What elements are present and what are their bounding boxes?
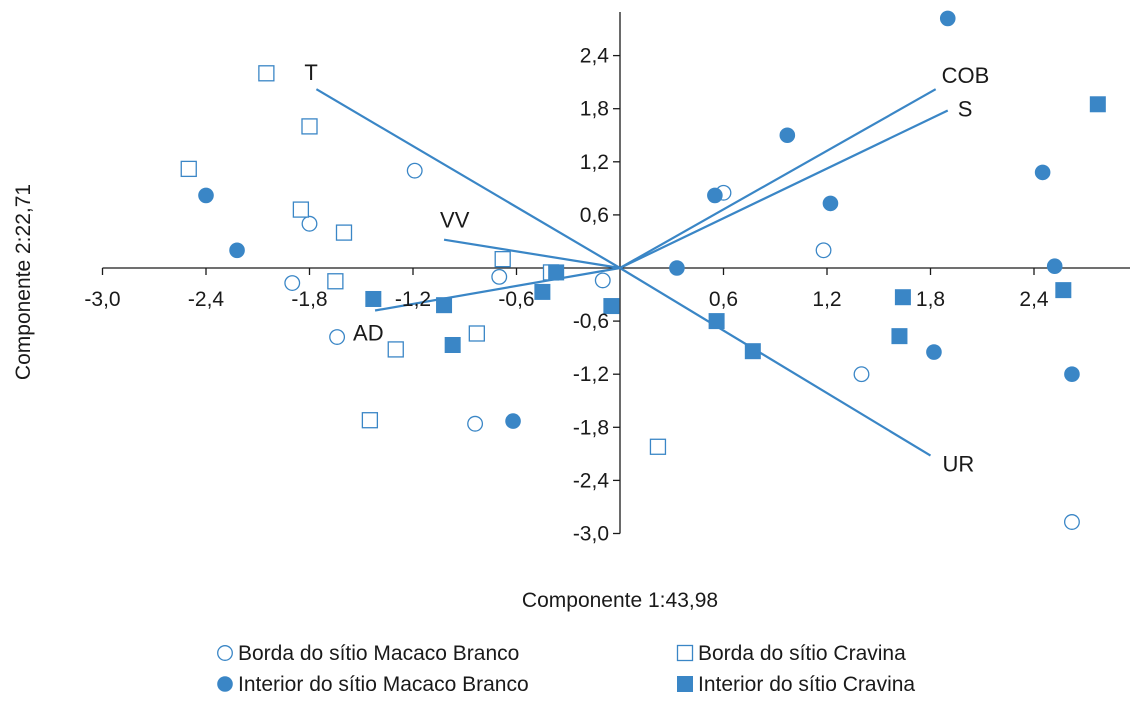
x-tick-label: 1,2 bbox=[812, 288, 841, 311]
data-point bbox=[365, 290, 382, 307]
data-point bbox=[926, 344, 942, 360]
x-tick-label: -1,8 bbox=[291, 288, 327, 311]
data-point bbox=[744, 343, 761, 360]
tick-labels: -3,0 -2,4 -1,8 -1,2 -0,6 0,6 1,2 1,8 2,4 2,4 1,8 1,… bbox=[84, 45, 1049, 546]
legend-label: Interior do sítio Cravina bbox=[698, 673, 915, 696]
legend-label: Borda do sítio Macaco Branco bbox=[238, 642, 519, 665]
data-point bbox=[669, 260, 685, 276]
data-point bbox=[1063, 514, 1080, 530]
data-point bbox=[436, 297, 453, 314]
data-point bbox=[853, 366, 870, 383]
x-tick-label: -3,0 bbox=[84, 288, 120, 311]
data-point bbox=[505, 413, 521, 429]
vector-label-t: T bbox=[304, 60, 317, 85]
data-point bbox=[708, 313, 725, 330]
data-point bbox=[361, 412, 379, 429]
legend: Borda do sítio Macaco Branco Borda do sít… bbox=[217, 642, 915, 696]
data-point bbox=[387, 341, 404, 358]
data-point bbox=[468, 325, 485, 342]
data-point bbox=[301, 118, 318, 135]
data-point bbox=[779, 127, 796, 144]
vector-ur bbox=[619, 267, 932, 457]
vector-label-ad: AD bbox=[353, 320, 384, 345]
data-points bbox=[180, 10, 1106, 530]
data-point bbox=[894, 289, 911, 306]
legend-item-3: Interior do sítio Macaco Branco bbox=[217, 673, 529, 696]
x-tick-label: 1,8 bbox=[916, 288, 945, 311]
data-point bbox=[1055, 282, 1072, 299]
y-axis-title: Componente 2:22,71 bbox=[12, 184, 35, 380]
legend-item-4: Interior do sítio Cravina bbox=[677, 673, 915, 696]
data-point bbox=[491, 268, 508, 285]
data-point bbox=[1089, 96, 1106, 113]
legend-item-2: Borda do sítio Cravina bbox=[676, 642, 906, 665]
legend-marker bbox=[217, 676, 233, 692]
vector-vv bbox=[443, 238, 621, 270]
y-tick-label: -1,8 bbox=[573, 416, 609, 439]
axes bbox=[101, 12, 1130, 535]
data-point bbox=[406, 162, 423, 179]
vector-ad bbox=[374, 266, 621, 312]
y-tick-label: -0,6 bbox=[573, 310, 609, 333]
data-point bbox=[284, 275, 301, 291]
data-point bbox=[815, 242, 832, 259]
x-tick-label: 2,4 bbox=[1019, 288, 1049, 311]
data-point bbox=[822, 195, 839, 212]
data-point bbox=[292, 201, 310, 218]
series-4 bbox=[365, 96, 1106, 360]
data-point bbox=[548, 264, 565, 281]
y-tick-label: -2,4 bbox=[573, 469, 610, 492]
vector-label-s: S bbox=[958, 96, 973, 121]
legend-marker bbox=[677, 676, 693, 692]
data-point bbox=[198, 187, 214, 204]
data-point bbox=[444, 336, 461, 353]
x-tick-label: -1,2 bbox=[395, 288, 431, 311]
data-point bbox=[1064, 366, 1080, 383]
data-point bbox=[329, 329, 346, 345]
data-point bbox=[467, 415, 484, 432]
y-tick-label: -3,0 bbox=[573, 523, 609, 546]
data-point bbox=[594, 272, 611, 289]
x-tick-label: -2,4 bbox=[188, 288, 225, 311]
legend-label: Interior do sítio Macaco Branco bbox=[238, 673, 529, 696]
y-tick-label: -1,2 bbox=[573, 363, 609, 386]
series-2 bbox=[180, 65, 667, 455]
loading-vectors: T COB S VV AD UR bbox=[304, 60, 989, 476]
vector-label-cob: COB bbox=[942, 63, 990, 88]
data-point bbox=[939, 10, 956, 27]
y-tick-label: 1,8 bbox=[580, 98, 609, 121]
x-tick-label: 0,6 bbox=[709, 288, 738, 311]
data-point bbox=[335, 224, 353, 241]
data-point bbox=[891, 328, 908, 345]
data-point bbox=[1034, 164, 1051, 181]
data-point bbox=[180, 160, 197, 178]
vector-s bbox=[619, 109, 949, 269]
legend-item-1: Borda do sítio Macaco Branco bbox=[217, 642, 519, 665]
series-3 bbox=[198, 10, 1080, 429]
y-tick-label: 1,2 bbox=[580, 151, 609, 174]
data-point bbox=[649, 438, 667, 455]
data-point bbox=[258, 65, 275, 82]
data-point bbox=[534, 283, 551, 300]
vector-label-ur: UR bbox=[943, 452, 975, 477]
data-point bbox=[1046, 258, 1063, 275]
vector-label-vv: VV bbox=[440, 208, 470, 233]
data-point bbox=[327, 273, 344, 290]
legend-marker bbox=[676, 644, 694, 662]
x-tick-label: -0,6 bbox=[498, 288, 534, 311]
data-point bbox=[494, 250, 511, 268]
y-tick-label: 0,6 bbox=[580, 204, 609, 227]
vector-t bbox=[315, 88, 621, 269]
data-point bbox=[301, 215, 318, 232]
legend-label: Borda do sítio Cravina bbox=[698, 642, 906, 665]
y-tick-label: 2,4 bbox=[580, 45, 610, 68]
data-point bbox=[229, 242, 245, 259]
data-point bbox=[707, 187, 723, 204]
vector-cob bbox=[619, 88, 937, 269]
data-point bbox=[603, 298, 620, 315]
series-1 bbox=[284, 162, 1080, 530]
legend-marker bbox=[217, 645, 233, 661]
x-axis-title: Componente 1:43,98 bbox=[522, 589, 718, 612]
